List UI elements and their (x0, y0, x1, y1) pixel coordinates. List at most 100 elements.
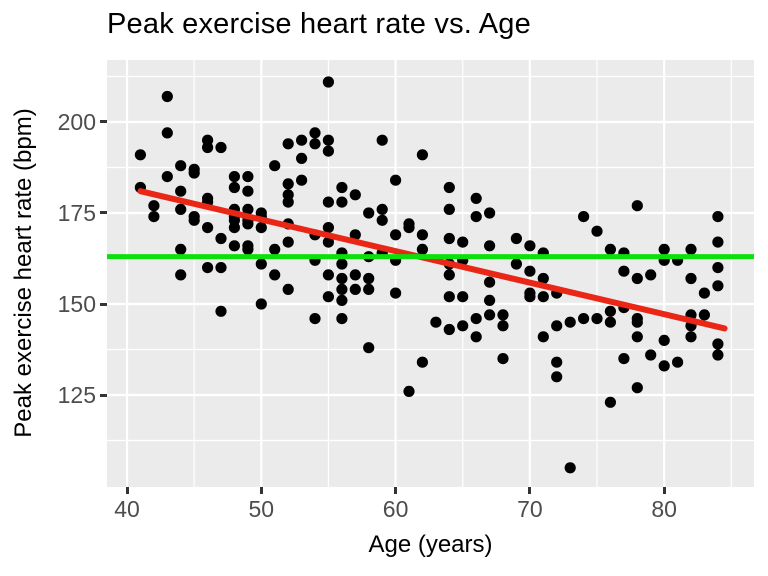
data-point (698, 309, 711, 321)
data-point (349, 189, 361, 201)
data-point (242, 243, 254, 255)
data-point (215, 262, 227, 274)
data-point (134, 149, 146, 161)
x-tick-label: 80 (651, 496, 677, 522)
data-point (497, 309, 509, 321)
data-point (255, 222, 267, 234)
data-point (685, 331, 697, 343)
data-point (322, 291, 334, 303)
data-point (363, 342, 375, 354)
data-point (578, 211, 590, 223)
regression-line (137, 188, 728, 332)
data-point (497, 353, 509, 365)
x-tick-mark (528, 487, 532, 494)
data-point (443, 269, 455, 281)
data-point (202, 262, 214, 274)
data-point (309, 138, 321, 150)
data-point (591, 313, 603, 325)
data-point (322, 145, 334, 157)
data-point (551, 356, 563, 368)
data-point (443, 232, 455, 245)
data-point (631, 316, 643, 328)
data-point (282, 196, 294, 208)
data-point (269, 243, 281, 255)
data-point (470, 313, 482, 325)
y-tick-label: 150 (57, 291, 96, 317)
data-point (322, 222, 334, 234)
data-point (510, 232, 522, 245)
data-point (484, 309, 496, 321)
data-point (322, 76, 334, 88)
data-point (175, 269, 187, 281)
data-point (161, 90, 173, 103)
data-point (336, 283, 348, 295)
data-point (161, 171, 173, 183)
data-point (457, 320, 469, 332)
data-point (202, 141, 214, 154)
data-point (604, 243, 616, 255)
data-point (390, 174, 402, 186)
data-point (336, 258, 348, 270)
data-point (215, 232, 227, 245)
data-point (430, 316, 442, 328)
data-point (578, 313, 590, 325)
data-point (537, 291, 549, 303)
data-point (161, 127, 173, 139)
data-point (282, 138, 294, 150)
data-point (672, 356, 684, 368)
data-point (336, 181, 348, 194)
chart-title: Peak exercise heart rate vs. Age (107, 8, 531, 40)
data-point (658, 243, 670, 255)
data-point (618, 353, 630, 365)
data-point (416, 356, 428, 368)
data-point (215, 305, 227, 317)
x-tick-mark (394, 487, 398, 494)
data-point (363, 283, 375, 295)
data-point (175, 243, 187, 255)
data-point (309, 127, 321, 139)
data-point (685, 243, 697, 255)
data-point (604, 305, 616, 317)
data-point (242, 171, 254, 183)
data-point (228, 222, 240, 234)
data-point (390, 287, 402, 299)
data-point (564, 462, 576, 474)
data-point (282, 283, 294, 295)
data-point (336, 272, 348, 285)
data-point (416, 149, 428, 161)
y-tick-label: 125 (57, 382, 96, 408)
data-point (322, 196, 334, 208)
data-point (296, 174, 308, 186)
data-point (484, 240, 496, 252)
data-point (228, 240, 240, 252)
data-point (282, 236, 294, 248)
data-point (524, 240, 536, 252)
data-point (255, 258, 267, 270)
plot-panel (107, 60, 754, 487)
data-point (712, 211, 724, 223)
data-point (658, 360, 670, 372)
data-point (376, 203, 388, 215)
data-point (443, 291, 455, 303)
data-point (631, 382, 643, 394)
data-point (336, 196, 348, 208)
data-point (604, 316, 616, 328)
data-point (242, 218, 254, 230)
data-point (242, 185, 254, 197)
data-point (403, 385, 415, 397)
data-point (309, 313, 321, 325)
data-point (645, 269, 657, 281)
data-point (685, 272, 697, 285)
data-point (215, 141, 227, 154)
data-point (349, 229, 361, 241)
data-point (470, 331, 482, 343)
y-tick-mark (100, 211, 107, 215)
data-point (537, 331, 549, 343)
data-point (416, 229, 428, 241)
data-point (175, 203, 187, 215)
data-point (497, 320, 509, 332)
y-axis-title: Peak exercise heart rate (bpm) (10, 108, 37, 438)
data-point (416, 243, 428, 255)
data-point (349, 283, 361, 295)
y-tick-mark (100, 393, 107, 397)
